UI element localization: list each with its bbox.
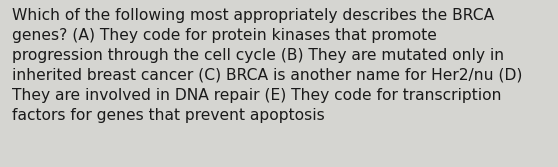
Text: Which of the following most appropriately describes the BRCA
genes? (A) They cod: Which of the following most appropriatel… [12, 8, 523, 123]
